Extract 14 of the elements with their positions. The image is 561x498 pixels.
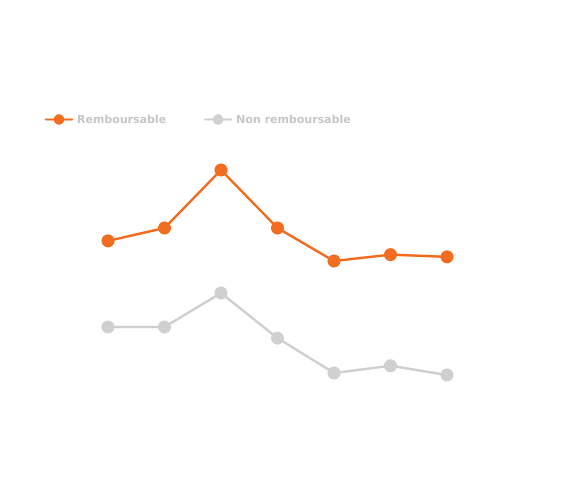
point — [271, 332, 284, 345]
point — [102, 234, 114, 248]
point — [102, 320, 114, 334]
point — [384, 248, 397, 262]
point — [440, 368, 454, 382]
point — [158, 222, 171, 235]
point — [214, 286, 228, 300]
point — [158, 320, 171, 334]
point — [384, 359, 397, 372]
point — [328, 366, 340, 380]
point — [214, 164, 228, 176]
point — [440, 250, 454, 264]
point — [328, 254, 340, 268]
point — [271, 222, 284, 235]
